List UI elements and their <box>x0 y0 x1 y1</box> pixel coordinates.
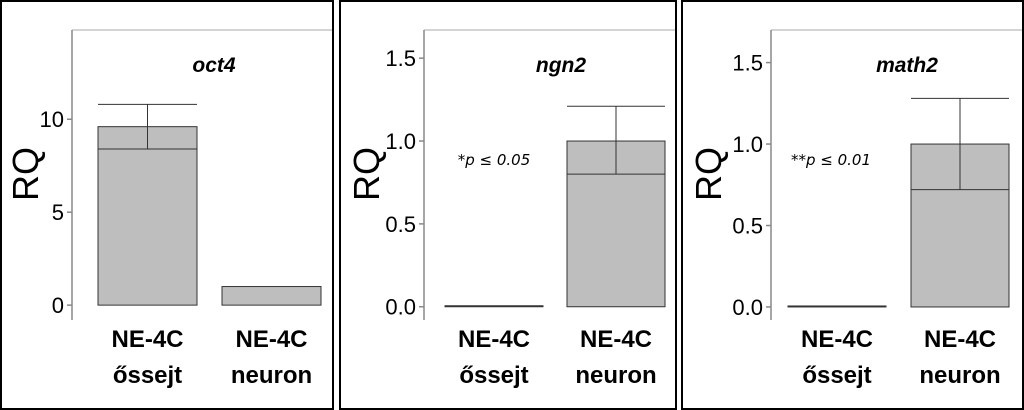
x-category-label: NE-4C <box>580 326 652 353</box>
y-tick-label: 1.5 <box>732 51 763 76</box>
x-category-label: NE-4C <box>801 326 873 353</box>
y-tick-label: 0.5 <box>732 214 763 239</box>
x-category-label: őssejt <box>459 362 528 389</box>
chart-oct4: 0 5 10 RQ oct4 NE-4C őssejt NE-4C neuron <box>5 29 332 389</box>
x-category-label: őssejt <box>113 362 182 389</box>
y-tick-label: 0.0 <box>385 295 416 320</box>
chart-panel-ngn2: 0.0 0.5 1.0 1.5 RQ ngn2 NE-4C őssejt NE-4C neuron… <box>339 0 677 410</box>
y-tick-label: 10 <box>40 107 64 132</box>
y-tick-label: 0.5 <box>385 212 416 237</box>
bar <box>787 305 887 308</box>
chart-panel-math2: 0.0 0.5 1.0 1.5 RQ math2 NE-4C őssejt NE-4C neuro… <box>681 0 1024 410</box>
y-tick-label: 0 <box>52 293 64 318</box>
x-category-label: NE-4C <box>235 326 307 353</box>
y-tick-label: 1.0 <box>732 132 763 157</box>
chart-ngn2: 0.0 0.5 1.0 1.5 RQ ngn2 NE-4C őssejt NE-4C neuron… <box>346 29 675 389</box>
chart-title: math2 <box>876 54 938 77</box>
y-axis-label: RQ <box>5 147 46 201</box>
y-axis-label: RQ <box>688 147 729 201</box>
x-category-label: NE-4C <box>924 326 996 353</box>
x-category-label: őssejt <box>802 362 871 389</box>
chart-title: oct4 <box>192 54 236 77</box>
x-category-label: NE-4C <box>458 326 530 353</box>
y-axis-label: RQ <box>346 147 387 201</box>
bar <box>221 286 322 306</box>
x-category-label: neuron <box>575 362 656 389</box>
significance-annotation: *p ≤ 0.05 <box>458 151 531 169</box>
y-tick-label: 1.0 <box>385 129 416 154</box>
bar <box>444 305 544 308</box>
chart-title: ngn2 <box>536 54 586 77</box>
bar <box>97 126 198 306</box>
significance-annotation: **p ≤ 0.01 <box>791 151 871 169</box>
x-category-label: neuron <box>231 362 312 389</box>
x-category-label: neuron <box>919 362 1000 389</box>
x-category-label: NE-4C <box>111 326 183 353</box>
chart-math2: 0.0 0.5 1.0 1.5 RQ math2 NE-4C őssejt NE-4C neuro… <box>688 29 1022 389</box>
chart-panel-oct4: 0 5 10 RQ oct4 NE-4C őssejt NE-4C neuron <box>0 0 334 410</box>
y-tick-label: 0.0 <box>732 295 763 320</box>
y-tick-label: 5 <box>52 200 64 225</box>
y-tick-label: 1.5 <box>385 46 416 71</box>
